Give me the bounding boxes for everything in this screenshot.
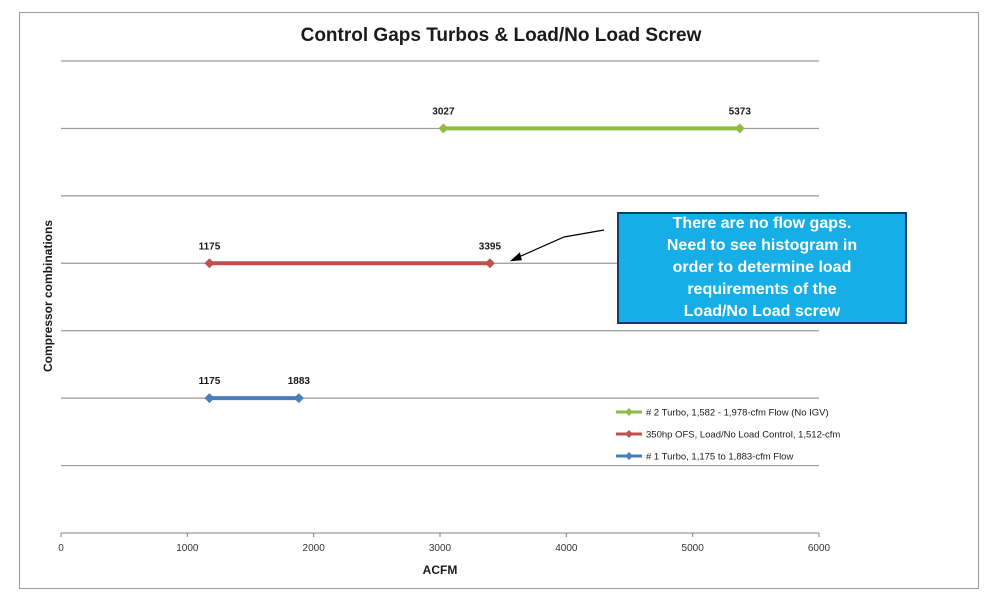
- x-axis: 0 1000 2000 3000 4000 5000 6000: [58, 532, 831, 554]
- x-tick-label: 0: [58, 543, 64, 554]
- data-label: 3395: [479, 241, 502, 252]
- legend: # 2 Turbo, 1,582 - 1,978-cfm Flow (No IG…: [616, 408, 840, 463]
- x-tick-label: 5000: [682, 543, 705, 554]
- callout-line-3: order to determine load: [672, 259, 852, 276]
- data-label: 5373: [729, 106, 752, 117]
- legend-label-1: # 2 Turbo, 1,582 - 1,978-cfm Flow (No IG…: [646, 408, 829, 419]
- series-point-1: [734, 123, 745, 134]
- data-label: 1175: [199, 376, 221, 387]
- series-point-2: [204, 258, 215, 269]
- callout-arrow-line: [515, 229, 605, 259]
- x-tick-label: 4000: [555, 543, 578, 554]
- callout-line-1: There are no flow gaps.: [672, 215, 852, 232]
- x-tick-label: 3000: [429, 543, 452, 554]
- data-label: 3027: [432, 106, 455, 117]
- series-point-2: [484, 258, 495, 269]
- callout-line-5: Load/No Load screw: [683, 303, 841, 320]
- series-point-3: [204, 393, 215, 404]
- x-tick-label: 2000: [303, 543, 326, 554]
- series-point-3: [293, 393, 304, 404]
- chart-title: Control Gaps Turbos & Load/No Load Screw: [301, 25, 702, 46]
- callout-line-4: requirements of the: [687, 281, 837, 298]
- callout-arrow: [509, 229, 605, 262]
- data-label: 1175: [199, 241, 221, 252]
- x-tick-label: 1000: [176, 543, 199, 554]
- x-tick-label: 6000: [808, 543, 831, 554]
- legend-label-3: # 1 Turbo, 1,175 to 1,883-cfm Flow: [646, 452, 793, 463]
- x-axis-title: ACFM: [423, 563, 458, 577]
- legend-marker-2: [625, 430, 633, 438]
- callout-arrow-head: [509, 252, 522, 262]
- legend-label-2: 350hp OFS, Load/No Load Control, 1,512-c…: [646, 430, 840, 441]
- series-group: 3027 5373 1175 3395 1175 1883: [199, 106, 752, 404]
- legend-marker-1: [625, 408, 633, 416]
- series-point-1: [438, 123, 449, 134]
- data-label: 1883: [288, 376, 311, 387]
- callout-line-2: Need to see histogram in: [666, 237, 858, 254]
- legend-marker-3: [625, 452, 633, 460]
- callout-box: There are no flow gaps. Need to see hist…: [617, 212, 907, 324]
- y-axis-title: Compressor combinations: [41, 220, 55, 372]
